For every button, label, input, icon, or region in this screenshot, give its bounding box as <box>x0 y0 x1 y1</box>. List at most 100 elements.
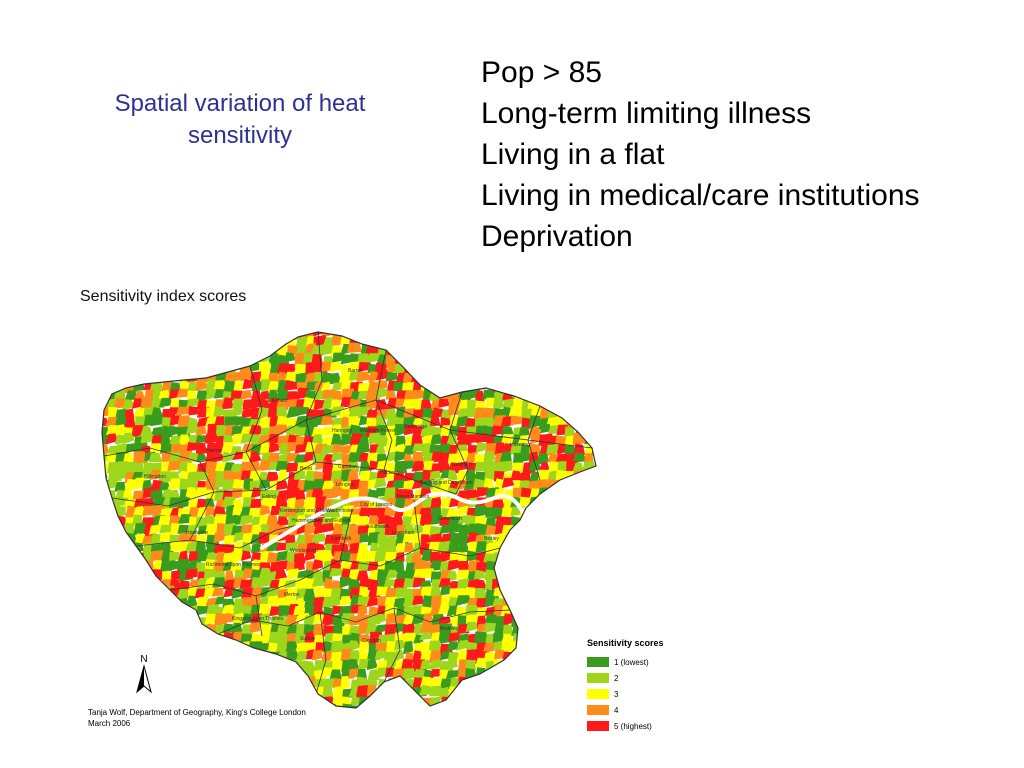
sensitivity-cell <box>402 525 417 536</box>
sensitivity-cell <box>529 550 543 562</box>
sensitivity-cell <box>383 332 398 337</box>
sensitivity-cell <box>537 332 550 341</box>
sensitivity-cell <box>572 569 587 579</box>
sensitivity-cell <box>159 659 171 672</box>
sensitivity-cell <box>231 622 243 635</box>
sensitivity-cell <box>473 407 486 419</box>
sensitivity-cell <box>250 632 264 643</box>
sensitivity-cell <box>203 568 218 579</box>
sensitivity-cell <box>367 531 380 546</box>
sensitivity-cell <box>573 390 585 402</box>
sensitivity-cell <box>176 588 190 600</box>
sensitivity-cell <box>556 650 571 664</box>
sensitivity-cell <box>395 693 407 707</box>
sensitivity-cell <box>555 687 569 698</box>
sensitivity-cell <box>312 694 328 708</box>
sensitivity-cell <box>115 597 130 608</box>
sensitivity-cell <box>530 332 542 341</box>
sensitivity-cell <box>124 586 139 599</box>
sensitivity-cell <box>114 632 127 644</box>
sensitivity-cell <box>411 461 426 472</box>
sensitivity-cell <box>512 640 528 654</box>
sensitivity-cell <box>546 551 560 563</box>
sensitivity-cell <box>590 585 596 600</box>
sensitivity-cell <box>152 641 166 653</box>
sensitivity-cell <box>131 694 144 707</box>
sensitivity-cell <box>483 478 495 490</box>
sensitivity-cell <box>196 332 211 337</box>
sensitivity-cell <box>295 534 308 545</box>
place-label: Richmond upon Thames <box>206 562 261 568</box>
sensitivity-cell <box>494 622 506 636</box>
sensitivity-cell <box>565 696 578 707</box>
sensitivity-cell <box>211 651 227 660</box>
sensitivity-cell <box>591 425 596 437</box>
sensitivity-cell <box>240 658 251 672</box>
sensitivity-cell <box>331 452 345 461</box>
place-label: Hounslow <box>186 530 208 536</box>
sensitivity-cell <box>185 424 199 435</box>
sensitivity-cell <box>519 532 530 546</box>
sensitivity-cell <box>141 587 153 599</box>
sensitivity-cell <box>572 661 588 671</box>
sensitivity-cell <box>537 613 552 626</box>
sensitivity-cell <box>133 344 145 355</box>
sensitivity-cell <box>474 343 488 357</box>
sensitivity-cell <box>124 633 138 645</box>
sensitivity-cell <box>402 354 417 367</box>
sensitivity-cell <box>124 595 140 607</box>
sensitivity-cell <box>358 703 373 708</box>
sensitivity-cell <box>132 335 145 346</box>
sensitivity-cell <box>503 678 514 691</box>
sensitivity-cell <box>105 532 120 543</box>
sensitivity-cell <box>529 335 545 347</box>
sensitivity-cell <box>591 533 596 546</box>
sensitivity-cell <box>284 363 297 374</box>
sensitivity-cell <box>429 470 441 480</box>
sensitivity-cell <box>412 335 427 348</box>
sensitivity-cell <box>285 462 301 473</box>
sensitivity-cell <box>492 361 507 372</box>
sensitivity-cell <box>211 587 224 597</box>
sensitivity-cell <box>546 444 559 456</box>
river-thames <box>260 491 528 550</box>
sensitivity-cell <box>151 632 164 645</box>
sensitivity-cell <box>592 389 596 402</box>
sensitivity-cell <box>538 517 554 529</box>
sensitivity-cell <box>142 371 159 383</box>
sensitivity-cell <box>195 390 209 403</box>
sensitivity-cell <box>456 345 469 358</box>
sensitivity-cell <box>311 533 327 543</box>
sensitivity-cell <box>132 640 148 652</box>
sensitivity-cell <box>528 703 541 708</box>
sensitivity-cell <box>177 677 192 689</box>
sensitivity-cell <box>565 623 576 636</box>
sensitivity-cell <box>538 345 551 357</box>
sensitivity-cell <box>320 381 332 392</box>
sensitivity-cell <box>430 595 443 608</box>
sensitivity-cell <box>590 542 596 556</box>
sensitivity-cell <box>474 454 487 464</box>
sensitivity-cell <box>258 695 273 707</box>
sensitivity-cell <box>142 623 157 637</box>
sensitivity-cell <box>526 391 542 403</box>
sensitivity-cell <box>591 570 596 582</box>
sensitivity-cell <box>114 544 129 557</box>
sensitivity-cell <box>102 679 111 689</box>
sensitivity-cell <box>366 507 380 517</box>
sensitivity-cell <box>583 398 596 409</box>
sensitivity-cell <box>124 417 137 431</box>
sensitivity-cell <box>528 371 542 384</box>
sensitivity-cell <box>447 342 463 354</box>
sensitivity-cell <box>528 570 544 583</box>
sensitivity-cell <box>114 469 128 480</box>
sensitivity-cell <box>584 433 596 445</box>
sensitivity-cell <box>456 450 470 462</box>
sensitivity-cell <box>369 704 384 708</box>
sensitivity-cell <box>502 343 517 354</box>
sensitivity-cell <box>564 669 578 684</box>
sensitivity-cell <box>378 379 388 390</box>
sensitivity-cell <box>554 660 566 673</box>
credit-line: Tanja Wolf, Department of Geography, Kin… <box>88 708 306 717</box>
legend-swatch <box>587 657 609 667</box>
